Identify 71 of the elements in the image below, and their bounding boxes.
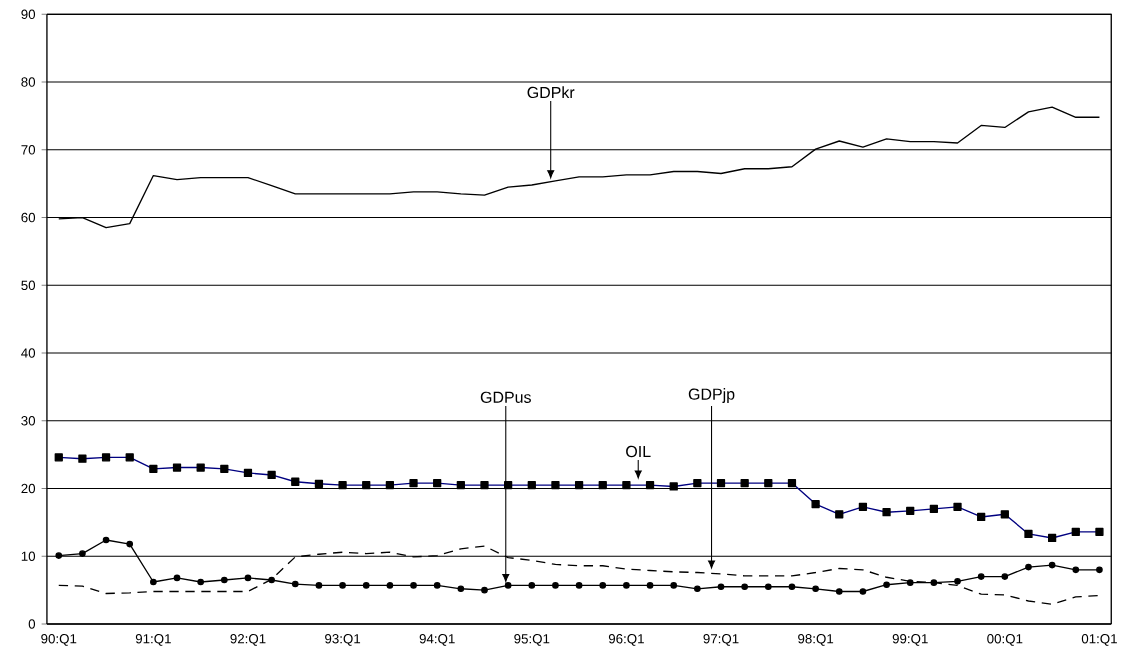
x-tick-label: 94:Q1 — [419, 634, 455, 646]
y-tick-label: 70 — [21, 145, 36, 155]
point — [173, 574, 181, 582]
point — [552, 582, 559, 589]
y-tick-label: 80 — [21, 77, 36, 87]
point — [575, 582, 583, 589]
x-tick-label: 93:Q1 — [325, 634, 361, 646]
text: GDPjp — [688, 388, 735, 403]
y-tick-label: 60 — [21, 212, 36, 223]
point — [291, 580, 299, 588]
point — [977, 573, 985, 580]
point — [883, 581, 890, 589]
y-tick-label: 50 — [21, 280, 36, 291]
y-tick-label: 10 — [21, 551, 36, 561]
point — [55, 552, 63, 559]
x-tick-label: 97:Q1 — [703, 634, 739, 646]
point — [788, 583, 796, 591]
x-tick-label: 96:Q1 — [608, 634, 644, 646]
x-tick-label: 95:Q1 — [514, 634, 550, 646]
point — [812, 585, 819, 593]
point — [1048, 561, 1056, 569]
point — [504, 582, 512, 589]
x-tick-label: 91:Q1 — [135, 634, 171, 646]
y-tick-label: 40 — [21, 348, 36, 358]
point — [79, 550, 86, 557]
series-label: OIL — [626, 445, 651, 458]
point — [457, 585, 465, 593]
point — [741, 583, 748, 591]
x-tick-label: 90:Q1 — [41, 634, 77, 646]
x-tick-label: 92:Q1 — [230, 634, 266, 646]
point — [954, 578, 961, 585]
y-tick-label: 0 — [28, 619, 36, 629]
y-tick-label: 30 — [21, 416, 36, 426]
point — [1025, 563, 1032, 571]
point — [930, 579, 938, 587]
point — [670, 582, 678, 589]
point — [906, 579, 914, 587]
point — [362, 582, 370, 589]
point — [1072, 566, 1080, 574]
point — [623, 582, 630, 589]
point — [1096, 566, 1103, 574]
point — [102, 536, 110, 544]
point — [835, 588, 843, 595]
point — [694, 585, 701, 593]
point — [859, 588, 867, 595]
x-tick-label: 98:Q1 — [798, 634, 834, 646]
y-tick-label: 20 — [21, 483, 36, 494]
x-tick-label: 99:Q1 — [892, 634, 928, 646]
point — [339, 582, 346, 589]
point — [197, 578, 204, 586]
point — [268, 576, 275, 584]
text: GDPus — [480, 391, 531, 403]
point — [717, 583, 725, 591]
point — [410, 582, 417, 589]
x-tick-label: 00:Q1 — [987, 634, 1023, 646]
point — [244, 574, 252, 582]
point — [528, 582, 536, 589]
point — [1001, 573, 1009, 580]
point — [386, 582, 394, 589]
point — [433, 582, 441, 589]
point — [599, 582, 607, 589]
point — [126, 540, 134, 548]
point — [315, 582, 323, 589]
text: GDPkr — [527, 86, 575, 99]
point — [646, 582, 654, 589]
x-tick-label: 01:Q1 — [1081, 634, 1117, 646]
point — [220, 576, 228, 584]
point — [150, 578, 157, 586]
point — [764, 583, 772, 591]
point — [481, 586, 488, 594]
y-tick-label: 90 — [21, 9, 36, 20]
